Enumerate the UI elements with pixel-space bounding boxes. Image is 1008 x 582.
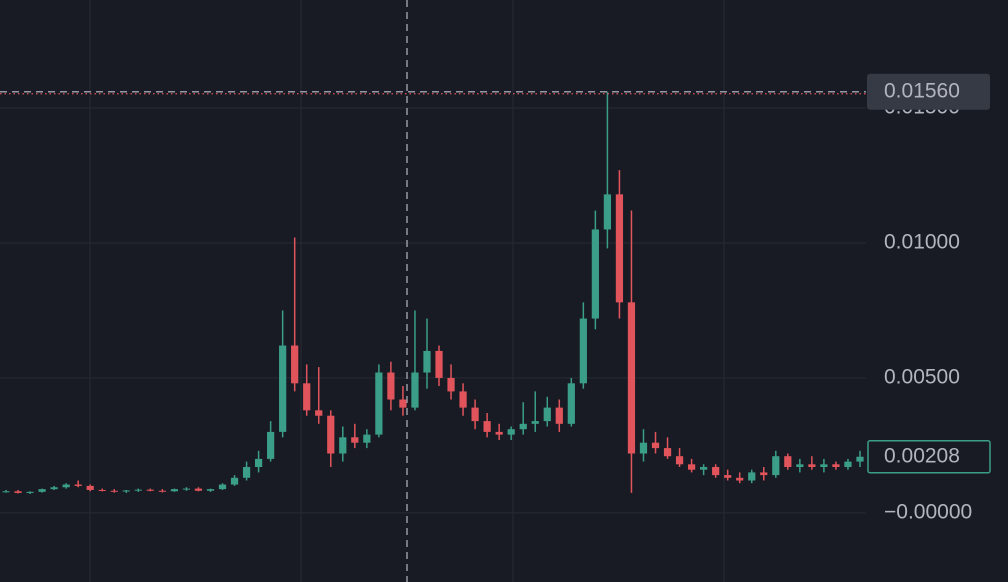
candle-body <box>74 484 82 486</box>
candle-body <box>303 383 311 411</box>
candle-body <box>808 464 816 468</box>
candle-body <box>495 431 503 435</box>
candle-body <box>507 429 515 435</box>
candle-body <box>387 372 395 400</box>
candle-body <box>687 464 696 470</box>
candle-body <box>712 467 720 476</box>
candle-body <box>38 489 46 492</box>
last-price-box <box>867 439 991 474</box>
candle-body <box>279 345 287 432</box>
candle-body <box>327 415 335 454</box>
candle-body <box>784 456 792 468</box>
candle-body <box>86 485 94 490</box>
candle-body <box>62 484 70 488</box>
candle-body <box>675 456 684 465</box>
candle-body <box>435 350 443 378</box>
candle-body <box>844 461 852 468</box>
candle-body <box>218 484 227 490</box>
candle-body <box>206 489 215 491</box>
candle-body <box>291 345 299 384</box>
candle-body <box>146 489 154 491</box>
candle-body <box>194 488 203 491</box>
candle-body <box>772 456 780 476</box>
candle-body <box>471 407 479 422</box>
candle-body <box>110 490 118 492</box>
candle-body <box>158 490 166 492</box>
candle-body <box>856 456 864 462</box>
candle-body <box>2 491 10 493</box>
candle-body <box>796 464 804 468</box>
candle-body <box>748 472 756 481</box>
y-tick-label: −0.00000 <box>884 500 972 523</box>
candle-body <box>447 377 455 392</box>
candle-body <box>615 194 624 303</box>
candle-body <box>591 229 599 319</box>
candle-body <box>531 421 539 424</box>
candle-body <box>483 421 491 432</box>
candle-body <box>700 467 708 470</box>
candle-body <box>724 475 732 478</box>
candle-body <box>820 464 828 468</box>
candle-body <box>26 491 34 493</box>
candle-body <box>663 448 672 457</box>
candle-body <box>315 410 323 416</box>
candle-body <box>832 464 840 468</box>
candle-body <box>555 407 563 424</box>
candle-body <box>242 467 251 478</box>
candle-body <box>98 489 106 491</box>
candle-body <box>567 383 575 424</box>
crosshair-price-box <box>867 73 990 110</box>
candle-body <box>399 399 407 408</box>
candle-body <box>375 372 383 435</box>
last-price-label: 0.00208 <box>884 444 960 467</box>
candle-body <box>519 423 527 430</box>
candle-body <box>639 442 648 454</box>
y-tick-label: 0.01000 <box>884 230 960 253</box>
candle-body <box>267 431 275 459</box>
candle-body <box>363 434 371 443</box>
candle-body <box>579 318 587 384</box>
candle-body <box>627 302 636 454</box>
candle-body <box>14 491 22 493</box>
candle-body <box>122 490 130 492</box>
candle-body <box>254 458 263 468</box>
candle-body <box>50 487 58 490</box>
candle-body <box>651 442 660 449</box>
candle-body <box>230 477 239 485</box>
candle-body <box>182 488 191 490</box>
candle-body <box>134 489 142 491</box>
candle-body <box>423 350 431 373</box>
candle-body <box>543 407 551 422</box>
candle-body <box>339 437 347 454</box>
crosshair-price-label: 0.01560 <box>884 79 960 102</box>
y-tick-label: 0.00500 <box>884 365 960 388</box>
candle-body <box>411 372 419 408</box>
candle-body <box>760 472 768 476</box>
candle-body <box>603 194 612 230</box>
candle-body <box>459 391 467 408</box>
candle-body <box>351 437 359 443</box>
candle-body <box>170 489 179 492</box>
candle-body <box>736 477 744 481</box>
